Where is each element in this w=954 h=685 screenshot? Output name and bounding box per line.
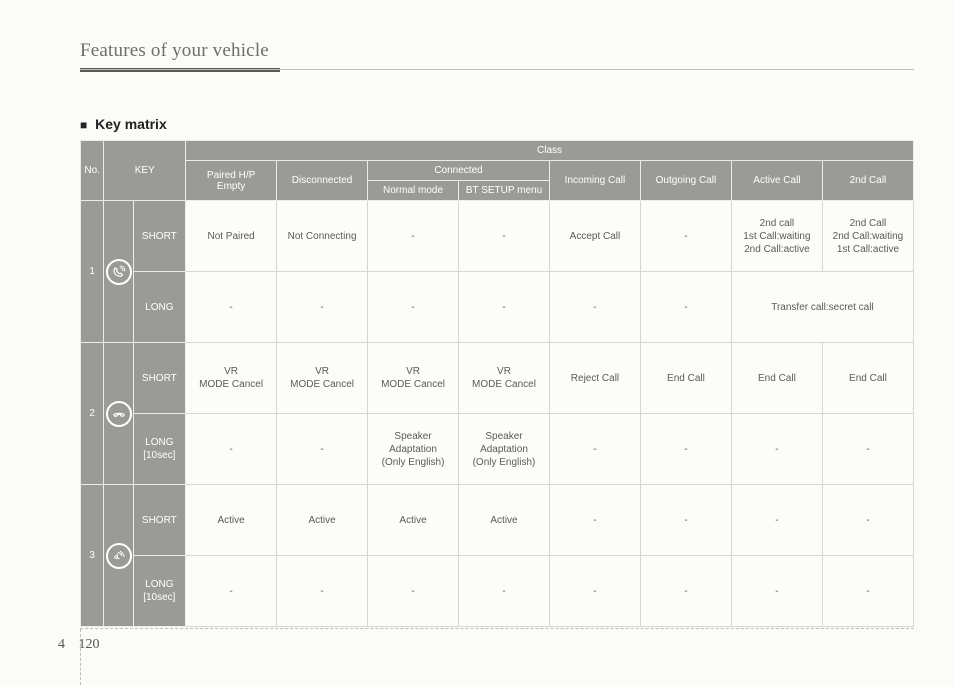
section-title-text: Key matrix (95, 116, 167, 132)
press-long: LONG (133, 272, 186, 343)
running-title: Features of your vehicle (80, 40, 914, 70)
row-number: 1 (81, 201, 104, 343)
cell: End Call (640, 343, 731, 414)
cell: - (549, 414, 640, 485)
col-paired: Paired H/PEmpty (186, 161, 277, 201)
cell: - (368, 272, 459, 343)
cell: - (731, 414, 822, 485)
footer-rule (80, 628, 914, 629)
cell: SpeakerAdaptation(Only English) (459, 414, 550, 485)
page-number: 4 120 (58, 637, 100, 653)
cell: End Call (822, 343, 913, 414)
cell: Active (277, 485, 368, 556)
col-active: Active Call (731, 161, 822, 201)
answer-icon (104, 201, 133, 343)
press-short: SHORT (133, 201, 186, 272)
cell: VRMODE Cancel (186, 343, 277, 414)
cell: VRMODE Cancel (277, 343, 368, 414)
section-bullet: ■ (80, 118, 87, 132)
col-normal: Normal mode (368, 181, 459, 201)
cell: Reject Call (549, 343, 640, 414)
row-number: 3 (81, 485, 104, 627)
cell: Active (459, 485, 550, 556)
press-short: SHORT (133, 485, 186, 556)
cell: Active (186, 485, 277, 556)
col-class: Class (186, 141, 914, 161)
col-no: No. (81, 141, 104, 201)
cell: - (368, 556, 459, 627)
section-number: 4 (58, 637, 65, 652)
cell: - (549, 272, 640, 343)
page: Features of your vehicle ■ Key matrix No… (0, 0, 954, 685)
hangup-icon (104, 343, 133, 485)
press-long: LONG[10sec] (133, 556, 186, 627)
cell: - (277, 556, 368, 627)
cell: - (822, 414, 913, 485)
key-matrix-table-wrap: No. KEY Class Paired H/PEmpty Disconnect… (80, 140, 914, 627)
cell: - (186, 272, 277, 343)
cell: - (640, 485, 731, 556)
section-title: ■ Key matrix (80, 116, 914, 132)
cell: - (731, 556, 822, 627)
page-number-value: 120 (79, 637, 100, 652)
cell: Not Connecting (277, 201, 368, 272)
row-number: 2 (81, 343, 104, 485)
cell: - (368, 201, 459, 272)
cell: - (822, 556, 913, 627)
col-incoming: Incoming Call (549, 161, 640, 201)
cell: - (459, 556, 550, 627)
col-connected: Connected (368, 161, 550, 181)
col-setup: BT SETUP menu (459, 181, 550, 201)
press-short: SHORT (133, 343, 186, 414)
col-key: KEY (104, 141, 186, 201)
cell: Transfer call:secret call (731, 272, 913, 343)
cell: End Call (731, 343, 822, 414)
cell: - (459, 201, 550, 272)
cell: - (186, 556, 277, 627)
cell: 2nd Call2nd Call:waiting1st Call:active (822, 201, 913, 272)
cell: - (459, 272, 550, 343)
cell: - (277, 414, 368, 485)
cell: VRMODE Cancel (459, 343, 550, 414)
cell: - (822, 485, 913, 556)
cell: - (277, 272, 368, 343)
cell: 2nd call1st Call:waiting2nd Call:active (731, 201, 822, 272)
col-outgoing: Outgoing Call (640, 161, 731, 201)
cell: - (731, 485, 822, 556)
press-long: LONG[10sec] (133, 414, 186, 485)
cell: Accept Call (549, 201, 640, 272)
col-disconnected: Disconnected (277, 161, 368, 201)
cell: - (640, 556, 731, 627)
key-matrix-table: No. KEY Class Paired H/PEmpty Disconnect… (80, 140, 914, 627)
cell: - (549, 485, 640, 556)
cell: - (640, 201, 731, 272)
cell: VRMODE Cancel (368, 343, 459, 414)
cell: - (640, 414, 731, 485)
voice-icon (104, 485, 133, 627)
cell: - (640, 272, 731, 343)
col-2nd: 2nd Call (822, 161, 913, 201)
cell: - (186, 414, 277, 485)
cell: Not Paired (186, 201, 277, 272)
cell: - (549, 556, 640, 627)
cell: Active (368, 485, 459, 556)
cell: SpeakerAdaptation(Only English) (368, 414, 459, 485)
